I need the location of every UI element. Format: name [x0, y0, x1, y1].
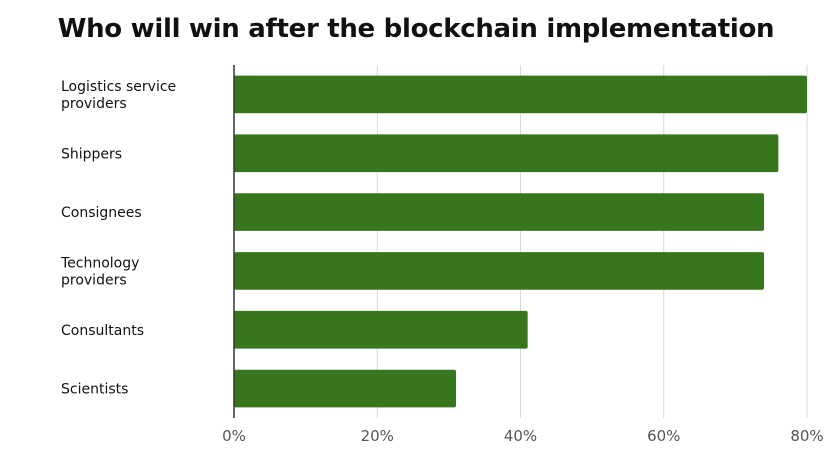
x-tick-label: 0%	[222, 427, 246, 445]
category-label: Consultants	[61, 323, 144, 339]
bar-logistics-service-providers	[234, 75, 807, 114]
category-label: Consignees	[61, 205, 142, 221]
chart-title: Who will win after the blockchain implem…	[57, 14, 775, 44]
x-tick-labels: 0% 20% 40% 60% 80%	[222, 427, 824, 445]
x-tick-label: 80%	[790, 427, 823, 445]
x-tick-label: 60%	[647, 427, 680, 445]
bar-scientists	[234, 369, 457, 408]
x-tick-label: 40%	[504, 427, 537, 445]
bar-technology-providers	[234, 252, 765, 290]
category-label: Logistics service providers	[61, 79, 176, 112]
category-label: Technology providers	[60, 255, 139, 288]
category-labels: Logistics service providers Shippers Consig…	[60, 79, 176, 398]
bars	[234, 75, 807, 408]
bar-consultants	[234, 310, 528, 349]
bar-shippers	[234, 134, 779, 173]
gridlines	[376, 65, 808, 418]
x-tick-label: 20%	[361, 427, 394, 445]
category-label: Shippers	[61, 146, 122, 162]
bar-consignees	[234, 193, 765, 231]
category-label: Scientists	[61, 382, 128, 398]
